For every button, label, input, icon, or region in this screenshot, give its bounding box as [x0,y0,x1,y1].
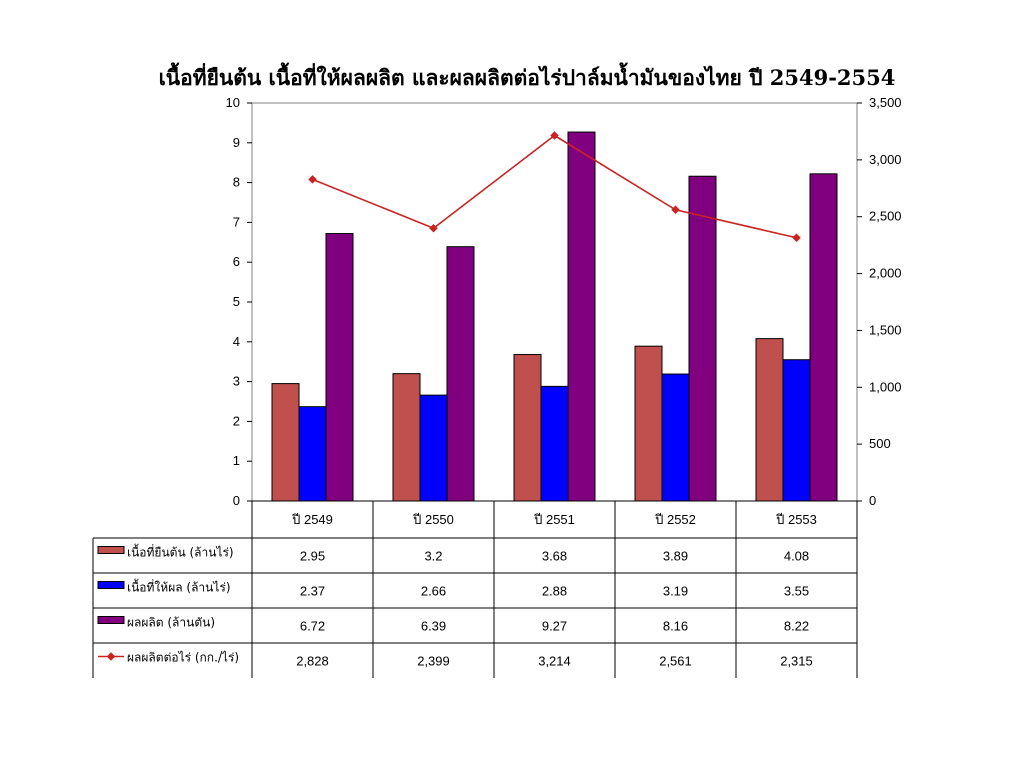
bar-1 [392,373,421,502]
left-axis-tick-label: 5 [233,294,240,309]
data-table-value: 2,315 [780,654,813,669]
bar-2 [540,385,569,502]
bar-1 [634,345,663,502]
bar-3 [567,131,596,502]
bar-3 [809,173,838,502]
category-label: ปี 2551 [533,512,575,527]
bar-1 [271,383,300,502]
data-table-value: 3.55 [784,584,809,599]
bar-3 [688,175,717,502]
left-axis-tick-label: 8 [233,175,240,190]
data-table-value: 2,561 [659,654,692,669]
data-table-value: 2.88 [542,584,567,599]
line-point [308,175,317,184]
category-label: ปี 2552 [654,512,696,527]
data-table-value: 2.37 [300,584,325,599]
right-axis-tick-label: 0 [869,493,876,508]
data-table-value: 2,828 [296,654,329,669]
line-series [312,134,797,239]
right-axis-tick-label: 3,000 [869,152,902,167]
legend-label: ผลผลิต (ล้านตัน) [127,616,215,630]
right-axis-tick-label: 1,500 [869,322,902,337]
left-axis-tick-label: 4 [233,334,240,349]
data-table-value: 4.08 [784,549,809,564]
category-label: ปี 2549 [291,512,333,527]
data-table-value: 3.2 [424,549,442,564]
left-axis-tick-label: 7 [233,214,240,229]
line-point [792,233,801,242]
left-axis-tick-label: 3 [233,374,240,389]
bar-3 [325,233,354,502]
bar-1 [755,338,784,502]
data-table-value: 3.19 [663,584,688,599]
left-axis-tick-label: 6 [233,254,240,269]
category-label: ปี 2550 [412,512,454,527]
bar-1 [513,354,542,502]
data-table-value: 8.22 [784,619,809,634]
legend-key [97,546,125,554]
data-table-value: 2.95 [300,549,325,564]
legend-label: เนื้อที่ให้ผล (ล้านไร่) [127,579,231,595]
right-axis-tick-label: 2,500 [869,209,902,224]
data-table-value: 6.39 [421,619,446,634]
legend-key [97,581,125,589]
right-axis-tick-label: 500 [869,436,891,451]
legend-key-marker [106,652,116,661]
bar-2 [419,394,448,502]
line-point [671,205,680,215]
data-table-value: 6.72 [300,619,325,634]
right-axis-tick-label: 1,000 [869,379,902,394]
category-label: ปี 2553 [775,512,817,527]
data-table-value: 3,214 [538,654,571,669]
bar-2 [782,359,811,502]
bar-3 [446,246,475,502]
line-point [429,223,438,233]
data-table-value: 3.89 [663,549,688,564]
left-axis-tick-label: 10 [226,95,240,110]
legend-key [97,616,125,624]
right-axis-tick-label: 2,000 [869,266,902,281]
left-axis-tick-label: 9 [233,135,240,150]
data-table-value: 3.68 [542,549,567,564]
bar-2 [298,406,327,502]
legend-label: เนื้อที่ยืนต้น (ล้านไร่) [127,544,234,560]
legend-label: ผลผลิตต่อไร่ (กก./ไร่) [127,651,239,665]
left-axis-tick-label: 2 [233,413,240,428]
left-axis-tick-label: 1 [233,453,240,468]
right-axis-tick-label: 3,500 [869,95,902,110]
data-table-value: 2.66 [421,584,446,599]
chart-title: เนื้อที่ยืนต้น เนื้อที่ให้ผลผลิต และผลผล… [158,65,896,90]
data-table-value: 2,399 [417,654,450,669]
data-table-value: 9.27 [542,619,567,634]
data-table-value: 8.16 [663,619,688,634]
left-axis-tick-label: 0 [233,493,240,508]
bar-2 [661,373,690,502]
